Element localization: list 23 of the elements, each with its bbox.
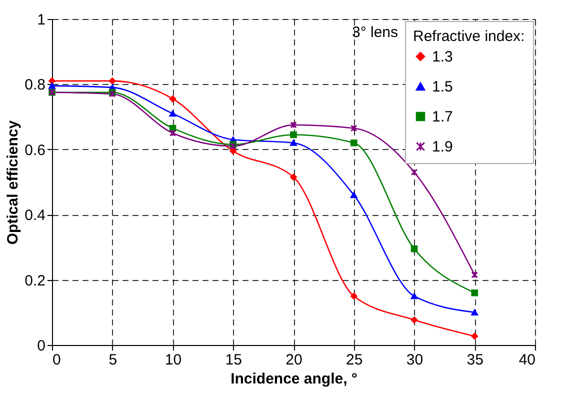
legend-label: 1.7	[432, 108, 453, 126]
y-axis-title: Optical efficiency	[4, 120, 22, 245]
x-tick-label: 40	[518, 352, 536, 368]
x-tick-label: 10	[164, 352, 182, 368]
y-tick-label: 0.6	[24, 142, 46, 159]
y-tick-label: 0	[37, 338, 46, 354]
legend-label: 1.9	[432, 138, 453, 156]
x-tick-label: 15	[225, 352, 242, 368]
y-tick-label: 0.8	[24, 76, 46, 94]
x-tick-label: 0	[52, 352, 61, 368]
x-axis-title: Incidence angle, °	[230, 370, 358, 388]
legend-label: 1.3	[432, 48, 453, 66]
x-tick-label: 20	[286, 352, 302, 368]
x-tick-label: 30	[406, 352, 424, 368]
y-tick-label: 1	[37, 12, 46, 28]
legend-label: 1.5	[432, 78, 453, 96]
x-tick-label: 25	[346, 352, 363, 368]
annotation: 3° lens	[352, 24, 398, 41]
y-tick-label: 0.2	[24, 272, 46, 290]
x-tick-label: 5	[108, 352, 118, 368]
x-tick-label: 35	[466, 352, 484, 368]
legend-title: Refractive index:	[413, 28, 525, 45]
y-tick-label: 0.4	[24, 207, 46, 224]
